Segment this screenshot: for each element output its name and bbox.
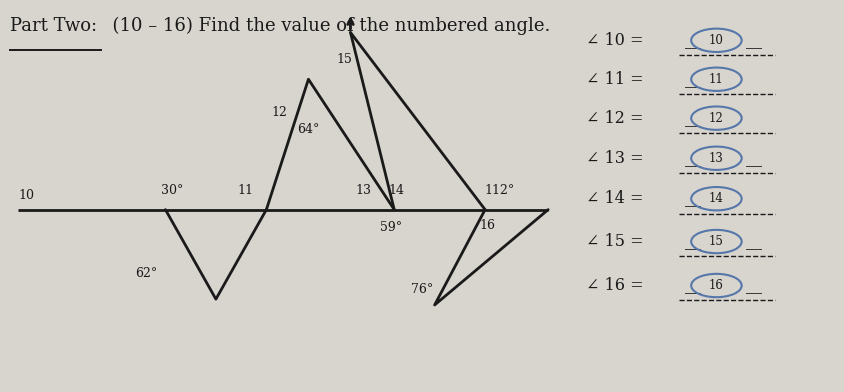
Text: ∠ 15 =: ∠ 15 =: [586, 233, 644, 250]
Text: 112°: 112°: [484, 185, 515, 198]
Text: 12: 12: [709, 112, 724, 125]
Text: 76°: 76°: [411, 283, 433, 296]
Text: 10: 10: [709, 34, 724, 47]
Text: __: __: [685, 150, 701, 167]
Text: 14: 14: [389, 185, 405, 198]
Text: __: __: [746, 150, 762, 167]
Text: __: __: [685, 277, 701, 294]
Text: 59°: 59°: [380, 221, 402, 234]
Text: ∠ 10 =: ∠ 10 =: [586, 32, 643, 49]
Text: (10 – 16) Find the value of the numbered angle.: (10 – 16) Find the value of the numbered…: [100, 17, 550, 35]
Text: 15: 15: [709, 235, 724, 248]
Text: 11: 11: [709, 73, 724, 86]
Text: __: __: [685, 71, 701, 88]
Text: 62°: 62°: [135, 267, 157, 280]
Text: 15: 15: [337, 53, 353, 66]
Text: __: __: [685, 190, 701, 207]
Text: __: __: [685, 110, 701, 127]
Text: 10: 10: [19, 189, 35, 203]
Text: __: __: [746, 277, 762, 294]
Text: 14: 14: [709, 192, 724, 205]
Text: __: __: [746, 32, 762, 49]
Text: __: __: [685, 32, 701, 49]
Text: 13: 13: [709, 152, 724, 165]
Text: ∠ 11 =: ∠ 11 =: [586, 71, 644, 88]
Text: __: __: [746, 233, 762, 250]
Text: 11: 11: [237, 185, 253, 198]
Text: 30°: 30°: [161, 185, 183, 198]
Text: ∠ 14 =: ∠ 14 =: [586, 190, 643, 207]
Text: 16: 16: [479, 219, 495, 232]
Text: 64°: 64°: [297, 123, 320, 136]
Text: Part Two:: Part Two:: [10, 17, 97, 35]
Text: ∠ 16 =: ∠ 16 =: [586, 277, 644, 294]
Text: __: __: [685, 233, 701, 250]
Text: 13: 13: [355, 185, 371, 198]
Text: ∠ 12 =: ∠ 12 =: [586, 110, 643, 127]
Text: ∠ 13 =: ∠ 13 =: [586, 150, 644, 167]
Text: 12: 12: [271, 106, 287, 119]
Text: 16: 16: [709, 279, 724, 292]
